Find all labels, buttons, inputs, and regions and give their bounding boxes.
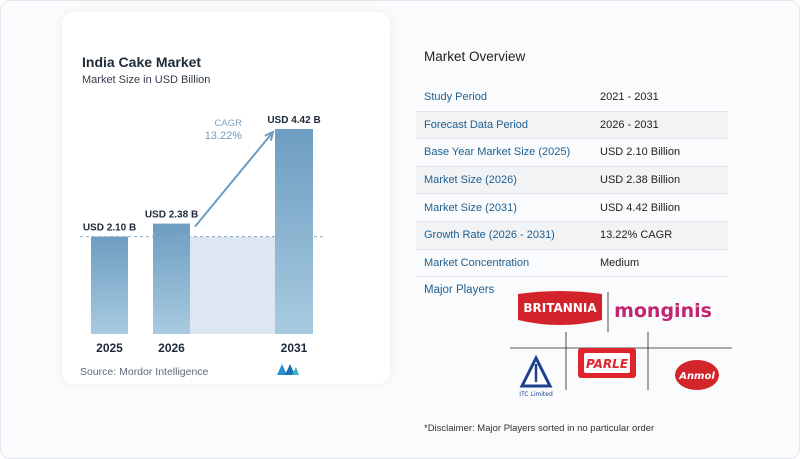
players-logos: BRITANNIA monginis PARLE Anmol ITC Limit…: [510, 291, 732, 398]
bar-value-label: USD 2.10 B: [83, 223, 136, 234]
bar-value-label: USD 4.42 B: [267, 115, 320, 126]
bar-chart: USD 2.10 B 2025 USD 2.38 B 2026 USD 4.42 B 20…: [80, 115, 324, 355]
overview-row: Base Year Market Size (2025) USD 2.10 Bil…: [416, 138, 728, 167]
overview-row-label: Growth Rate (2026 - 2031): [416, 221, 592, 250]
overview-row-label: Market Concentration: [416, 249, 592, 278]
overview-row-label: Market Size (2026): [416, 166, 592, 195]
bar: [153, 223, 190, 334]
chart-subtitle: Market Size in USD Billion: [82, 74, 211, 86]
major-players-title: Major Players: [424, 284, 495, 296]
bar: [91, 236, 128, 334]
disclaimer: *Disclaimer: Major Players sorted in no …: [424, 423, 655, 434]
overview-row-value: 13.22% CAGR: [592, 221, 728, 250]
britannia-logo-text: BRITANNIA: [523, 301, 597, 315]
overview-row-label: Market Size (2031): [416, 193, 592, 222]
overview-row-value: USD 4.42 Billion: [592, 193, 728, 222]
overview-row-label: Base Year Market Size (2025): [416, 138, 592, 167]
bar: [275, 128, 313, 334]
chart-title: India Cake Market: [82, 54, 202, 70]
parle-logo-text: PARLE: [586, 357, 629, 371]
anmol-logo: Anmol: [675, 360, 719, 390]
x-tick-label: 2031: [281, 341, 308, 355]
x-tick-label: 2025: [96, 341, 123, 355]
overview-row-value: Medium: [592, 249, 728, 278]
overview-row-value: 2026 - 2031: [592, 111, 728, 140]
britannia-logo: BRITANNIA: [518, 291, 602, 325]
itc-logo: ITC Limited: [519, 354, 553, 398]
x-tick-label: 2026: [158, 341, 185, 355]
monginis-logo: monginis: [614, 300, 712, 322]
overview-row: Market Size (2031) USD 4.42 Billion: [416, 193, 728, 222]
source-note: Source: Mordor Intelligence: [80, 366, 209, 378]
overview-row: Market Concentration Medium: [416, 249, 728, 278]
overview-row-value: USD 2.38 Billion: [592, 166, 728, 195]
cagr-label: CAGR: [215, 118, 243, 129]
itc-logo-text: ITC Limited: [519, 391, 553, 398]
anmol-logo-text: Anmol: [678, 371, 715, 382]
overview-row: Market Size (2026) USD 2.38 Billion: [416, 166, 728, 195]
overview-row-label: Study Period: [416, 84, 592, 112]
overview-row: Forecast Data Period 2026 - 2031: [416, 111, 728, 140]
cagr-arrow: [194, 131, 274, 228]
parle-logo: PARLE: [578, 348, 636, 378]
overview-row-value: USD 2.10 Billion: [592, 138, 728, 167]
cagr-value: 13.22%: [205, 130, 243, 142]
market-overview-table: Study Period 2021 - 2031 Forecast Data Per…: [416, 84, 728, 278]
bar-value-label: USD 2.38 B: [145, 210, 198, 221]
mordor-logo-icon: [277, 364, 299, 375]
overview-row: Growth Rate (2026 - 2031) 13.22% CAGR: [416, 221, 728, 250]
forecast-band: [190, 236, 275, 334]
overview-row: Study Period 2021 - 2031: [416, 84, 728, 112]
cagr-arrow-head: [264, 130, 275, 141]
monginis-logo-text: monginis: [614, 300, 712, 322]
overview-title: Market Overview: [424, 49, 526, 64]
overview-row-value: 2021 - 2031: [592, 84, 728, 112]
overview-row-label: Forecast Data Period: [416, 111, 592, 140]
